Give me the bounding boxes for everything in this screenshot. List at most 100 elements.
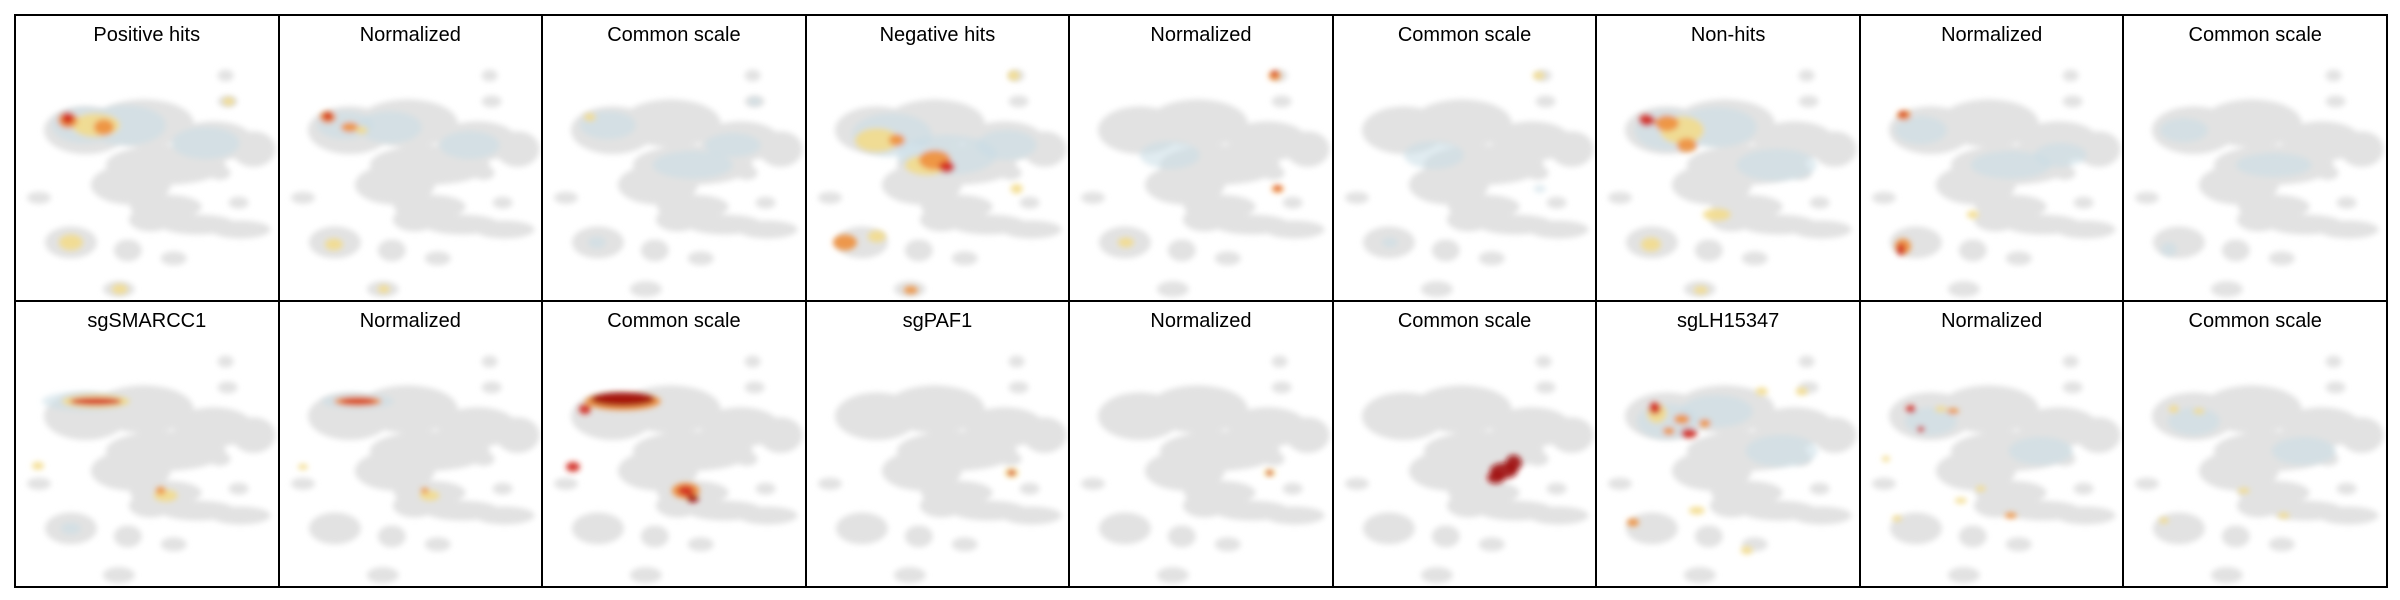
- density-overlay: [832, 70, 1037, 295]
- density-hotspot: [1681, 395, 1754, 428]
- cell-cluster: [2326, 381, 2347, 394]
- density-hotspot: [1681, 428, 1698, 439]
- cell-cluster: [1871, 477, 1896, 490]
- panel-sglh15347-normalized: Normalized: [1858, 300, 2125, 588]
- density-hotspot: [1898, 111, 1907, 118]
- cell-cluster: [1798, 355, 1815, 368]
- cell-cluster: [2055, 220, 2116, 239]
- cell-cluster: [1546, 196, 1567, 209]
- cell-cluster: [210, 220, 271, 239]
- cell-cluster: [1264, 506, 1325, 525]
- cell-cluster: [735, 451, 758, 466]
- cell-cluster: [2135, 191, 2160, 204]
- panel-positive-hits: Positive hits: [14, 14, 280, 302]
- cell-cluster: [1408, 450, 1489, 491]
- cell-cluster: [354, 164, 435, 205]
- cell-cluster: [2211, 567, 2244, 584]
- cell-cluster: [2073, 196, 2094, 209]
- cell-cluster: [308, 512, 361, 545]
- cell-cluster: [102, 567, 135, 584]
- cell-cluster: [208, 451, 231, 466]
- cell-cluster: [1549, 131, 1594, 167]
- panel-title: sgLH15347: [1676, 310, 1780, 332]
- cell-cluster: [1528, 220, 1589, 239]
- panel-title: Common scale: [2188, 24, 2322, 46]
- density-hotspot: [357, 111, 422, 144]
- cell-cluster: [160, 251, 187, 266]
- cell-cloud: [290, 355, 540, 584]
- panel-non-hits-normalized: Normalized: [1858, 14, 2125, 302]
- cell-cluster: [128, 207, 173, 232]
- cell-cluster: [1812, 131, 1857, 167]
- density-hotspot: [1663, 427, 1676, 436]
- density-hotspot: [1894, 116, 1947, 145]
- cell-cluster: [2202, 99, 2303, 148]
- cell-cluster: [737, 220, 798, 239]
- density-hotspot: [322, 112, 333, 121]
- cell-cluster: [1938, 99, 2039, 148]
- density-hotspot: [377, 285, 390, 294]
- density-hotspot: [324, 238, 343, 251]
- panel-title: sgPAF1: [902, 310, 973, 332]
- cell-cluster: [1344, 191, 1369, 204]
- cell-cluster: [2319, 220, 2379, 239]
- cell-cluster: [1214, 251, 1241, 266]
- cell-cluster: [481, 355, 498, 368]
- cell-cluster: [1938, 385, 2039, 434]
- density-overlay: [2159, 405, 2337, 524]
- density-overlay: [51, 97, 240, 295]
- umap-density-plot: [290, 69, 540, 298]
- density-hotspot: [355, 126, 368, 135]
- density-hotspot: [584, 113, 597, 122]
- cell-cluster: [2135, 477, 2160, 490]
- density-hotspot: [111, 284, 128, 295]
- density-hotspot: [1970, 151, 2051, 179]
- density-hotspot: [591, 392, 655, 407]
- density-hotspot: [155, 486, 166, 495]
- density-hotspot: [1737, 149, 1817, 181]
- cell-cluster: [2005, 251, 2032, 266]
- density-hotspot: [903, 286, 918, 295]
- panel-title: Positive hits: [93, 24, 201, 46]
- density-hotspot: [2160, 118, 2209, 143]
- cell-cluster: [1742, 251, 1769, 266]
- panel-positive-hits-normalized: Normalized: [277, 14, 544, 302]
- cell-cluster: [687, 251, 714, 266]
- cell-cluster: [1809, 196, 1830, 209]
- density-hotspot: [1905, 405, 1916, 414]
- cell-cluster: [755, 482, 776, 495]
- density-overlay: [1381, 71, 1546, 248]
- panel-title: sgSMARCC1: [87, 310, 207, 332]
- cell-cloud: [817, 355, 1067, 584]
- panel-title: Normalized: [359, 310, 461, 332]
- panel-sgsmarcc1-common-scale: Common scale: [541, 300, 807, 588]
- cell-cluster: [1282, 196, 1303, 209]
- cell-cluster: [1528, 506, 1589, 525]
- cell-cluster: [2237, 493, 2282, 518]
- density-hotspot: [339, 398, 376, 405]
- density-hotspot: [1010, 183, 1023, 194]
- density-hotspot: [1533, 184, 1546, 193]
- cell-cluster: [1362, 512, 1415, 545]
- cell-cluster: [2337, 196, 2358, 209]
- cell-cluster: [1157, 281, 1190, 298]
- cell-cluster: [2062, 95, 2083, 108]
- cell-cluster: [1285, 131, 1330, 167]
- cell-cluster: [2326, 355, 2343, 368]
- cell-cluster: [2222, 239, 2251, 262]
- density-hotspot: [2169, 405, 2180, 414]
- cell-cluster: [1935, 450, 2016, 491]
- cell-cluster: [554, 191, 579, 204]
- cell-cluster: [2062, 355, 2079, 368]
- cell-cluster: [113, 525, 142, 548]
- cell-cluster: [1812, 417, 1857, 453]
- cell-cluster: [1282, 482, 1303, 495]
- cell-cloud: [1608, 69, 1857, 298]
- density-overlay: [1894, 110, 2087, 256]
- cell-cluster: [217, 381, 238, 394]
- cell-cluster: [1001, 506, 1062, 525]
- panel-positive-hits-common-scale: Common scale: [541, 14, 807, 302]
- cell-cluster: [919, 207, 964, 232]
- panel-negative-hits: Negative hits: [804, 14, 1071, 302]
- density-hotspot: [58, 234, 83, 251]
